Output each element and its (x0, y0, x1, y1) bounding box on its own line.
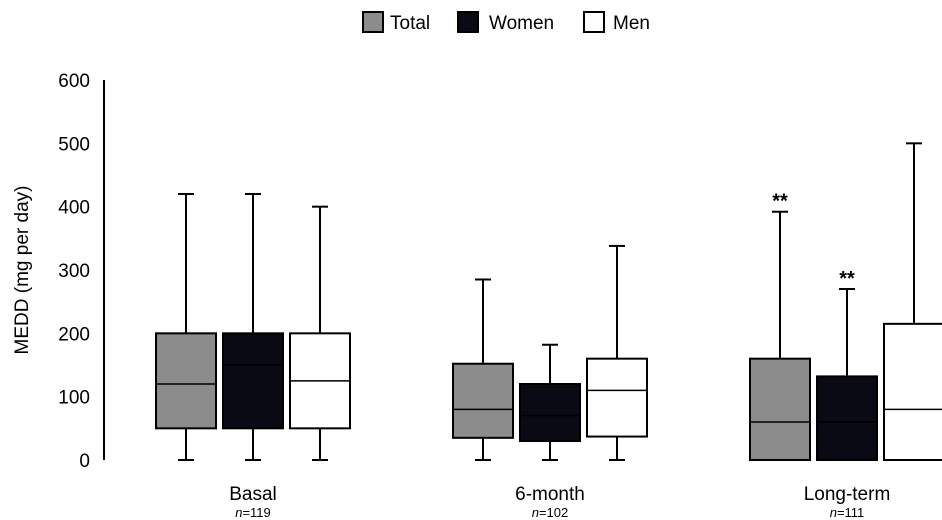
y-tick-label: 300 (58, 261, 90, 282)
box-women (222, 193, 284, 461)
sample-size-value: =119 (242, 505, 270, 520)
box-men (289, 205, 351, 461)
box-men (883, 142, 942, 462)
y-tick-label: 100 (58, 388, 90, 409)
category-label: 6-month (515, 484, 585, 505)
y-tick-label: 200 (58, 324, 90, 345)
box-group-long-term: ** ** (749, 142, 942, 462)
box-rect (816, 375, 878, 461)
legend-swatch (362, 11, 384, 33)
category-label: Long-term (804, 484, 891, 505)
y-axis-label: MEDD (mg per day) (12, 186, 33, 355)
y-tick-label: 500 (58, 134, 90, 155)
box-rect (155, 332, 217, 430)
box-group-basal (155, 193, 351, 461)
box-rect (883, 322, 942, 462)
y-tick-label: 600 (58, 71, 90, 92)
box-men (586, 244, 648, 461)
box-total (452, 278, 514, 461)
box-group-6-month (452, 244, 648, 461)
significance-marker: ** (839, 268, 855, 290)
box-women: ** (816, 268, 878, 461)
legend-label: Women (489, 13, 554, 34)
legend-item-women: Women (457, 11, 554, 34)
sample-size-value: =111 (837, 505, 864, 520)
category-label: Basal (229, 484, 277, 505)
legend-label: Men (613, 13, 650, 34)
sample-size-label: n=111 (830, 505, 865, 520)
box-rect (519, 383, 581, 442)
legend-item-men: Men (583, 11, 650, 34)
box-rect (749, 357, 811, 461)
box-rect (586, 357, 648, 438)
sample-size-prefix: n (532, 505, 539, 520)
box-women (519, 343, 581, 461)
box-total: ** (749, 191, 811, 461)
sample-size-label: n=119 (235, 505, 271, 520)
significance-marker: ** (772, 191, 788, 213)
legend-item-total: Total (362, 11, 430, 34)
legend-swatch (583, 11, 605, 33)
box-rect (222, 332, 284, 430)
plot-area: ** ** (155, 142, 942, 462)
legend-swatch (457, 11, 479, 33)
sample-size-prefix: n (830, 505, 837, 520)
sample-size-label: n=102 (532, 505, 569, 520)
y-tick-label: 400 (58, 198, 90, 219)
box-rect (452, 362, 514, 439)
sample-size-value: =102 (539, 505, 568, 520)
legend-label: Total (390, 13, 430, 34)
box-total (155, 193, 217, 461)
sample-size-prefix: n (235, 505, 242, 520)
legend: Total Women Men (362, 11, 650, 34)
y-tick-label: 0 (79, 451, 90, 472)
y-axis: 0 100 200 300 400 500 600 (58, 71, 105, 472)
